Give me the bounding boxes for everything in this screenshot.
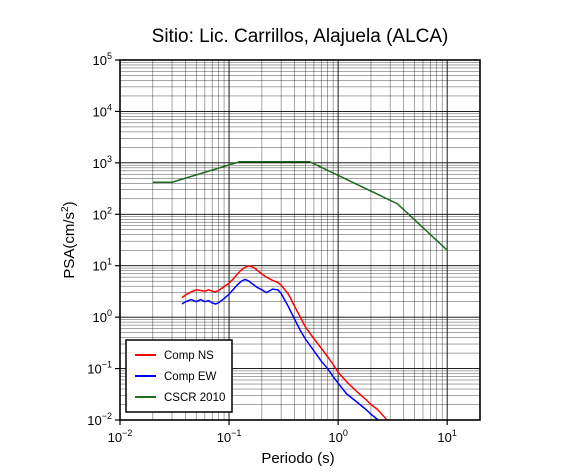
y-tick-label: 103 [93,154,112,171]
legend-label-comp-ew: Comp EW [164,371,217,383]
plot-frame [119,59,481,421]
y-tick-label: 10−2 [87,411,112,428]
y-tick-label: 101 [93,257,112,274]
y-axis-label-exp: 2 [60,206,71,212]
y-tick-label: 100 [93,308,112,325]
series-line-cscr-2010 [152,161,448,251]
chart-title: Sitio: Lic. Carrillos, Alajuela (ALCA) [152,26,449,47]
y-axis-label-text: PSA(cm/s [61,212,78,279]
x-tick-label: 10−2 [108,428,133,445]
x-axis-label: Periodo (s) [261,450,334,467]
legend: Comp NS Comp EW CSCR 2010 [125,339,233,413]
x-tick-label: 10−1 [217,428,242,445]
x-tick-label: 100 [328,428,347,445]
y-axis-label: PSA(cm/s2) [60,201,78,278]
series-lines [152,161,448,420]
series-line-comp-ew [181,278,380,420]
y-axis-label-close: ) [61,201,78,206]
legend-label-comp-ns: Comp NS [164,350,214,362]
series-line-comp-ns [181,265,388,420]
y-tick-label: 105 [93,51,112,68]
y-tick-label: 10−1 [87,360,112,377]
legend-label-cscr-2010: CSCR 2010 [164,392,225,404]
y-tick-label: 102 [93,205,112,222]
x-tick-label: 101 [437,428,456,445]
grid [119,59,481,421]
axis-ticks: 10−2 10−1 100 101 10−2 10−1 100 101 102 103 104 105 [87,51,457,445]
y-tick-label: 104 [93,102,112,119]
